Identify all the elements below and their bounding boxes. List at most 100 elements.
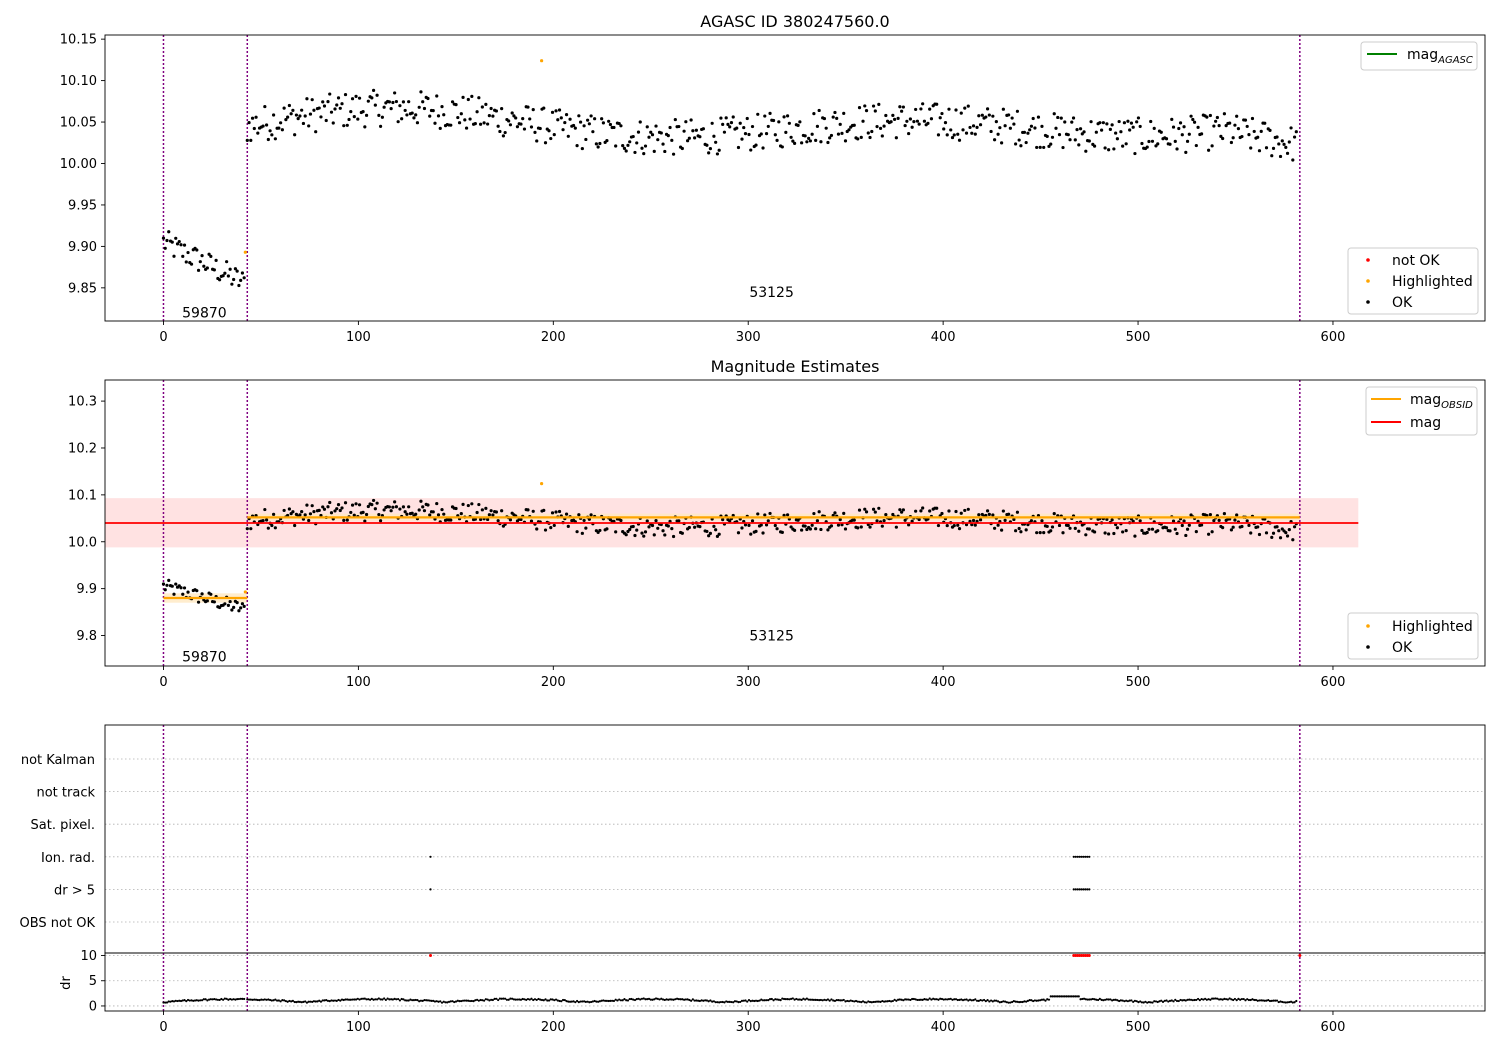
ok-point <box>507 119 511 123</box>
ok-point <box>419 90 423 94</box>
dr-point <box>349 998 352 1001</box>
ok-point <box>559 116 563 120</box>
ok-point <box>914 107 918 112</box>
dr-point <box>330 999 333 1002</box>
ok-point <box>1000 528 1004 532</box>
ok-point <box>165 583 169 587</box>
dr-point <box>600 999 603 1002</box>
ok-point <box>957 138 962 142</box>
ok-point <box>973 132 977 136</box>
dr-point <box>625 999 628 1002</box>
ok-point <box>810 132 814 136</box>
ok-point <box>698 525 702 529</box>
flag-row-label: not track <box>36 786 95 801</box>
ok-point <box>1010 116 1014 120</box>
ok-point <box>272 512 276 516</box>
dr-point <box>921 998 924 1001</box>
dr-point <box>1163 999 1166 1002</box>
ok-point <box>964 131 969 135</box>
dr-point <box>393 997 396 1000</box>
ok-point <box>1214 119 1218 123</box>
dr-point <box>249 998 252 1001</box>
ok-point <box>1236 127 1241 131</box>
ok-point <box>694 128 698 132</box>
dr-point <box>984 1000 987 1003</box>
dr-point <box>532 998 535 1002</box>
dr-point <box>1005 1001 1008 1004</box>
dr-point <box>202 998 205 1001</box>
ok-point <box>175 242 180 246</box>
dr-point <box>661 998 665 1001</box>
dr-point <box>1002 1000 1005 1003</box>
ok-point <box>747 132 751 137</box>
ok-point <box>689 118 693 122</box>
dr-point <box>174 999 177 1002</box>
ok-point <box>1035 145 1039 150</box>
ok-point <box>938 116 942 120</box>
ok-point <box>1249 531 1253 535</box>
ok-point <box>566 524 570 528</box>
dr-point <box>653 998 656 1001</box>
ok-point <box>361 110 365 114</box>
ok-point <box>526 105 530 109</box>
dr-point <box>1260 999 1263 1002</box>
ok-point <box>842 111 846 115</box>
dr-point <box>164 1001 167 1004</box>
ok-point <box>264 123 269 127</box>
ok-point <box>557 108 562 112</box>
ok-point <box>791 139 795 143</box>
dr-point <box>684 998 687 1001</box>
ok-point <box>454 506 458 511</box>
dr-point <box>516 998 519 1001</box>
ok-point <box>1217 124 1221 128</box>
dr-point <box>239 997 242 1000</box>
dr-point <box>551 998 554 1001</box>
ok-point <box>277 126 281 130</box>
dr-point <box>649 998 652 1001</box>
ok-point <box>379 519 383 523</box>
dr-point <box>1174 998 1177 1001</box>
y-tick-label: 10.2 <box>68 441 97 456</box>
ok-point <box>738 121 742 125</box>
dr-point <box>605 999 609 1002</box>
ok-point <box>417 105 421 109</box>
ok-point <box>812 112 816 116</box>
ok-point <box>796 123 800 127</box>
ok-point <box>963 508 967 513</box>
dr-point <box>974 998 977 1001</box>
panel-1-axes: 0 100 200 300 400 500 6009.859.909.9510.0010.0… <box>60 33 1486 345</box>
ok-point <box>235 601 239 605</box>
dr-point <box>832 999 835 1002</box>
ok-point <box>594 142 598 146</box>
ok-point <box>921 102 925 106</box>
dr-point <box>1056 995 1059 998</box>
ok-point <box>165 238 169 243</box>
dr-point <box>1044 999 1047 1002</box>
panel-1-line-legend: magAGASC <box>1360 41 1478 71</box>
ok-point <box>663 149 667 154</box>
ok-point <box>717 148 721 152</box>
ok-point <box>1138 124 1142 129</box>
ok-point <box>945 133 949 137</box>
dr-point <box>340 998 344 1001</box>
ok-point <box>1222 512 1226 516</box>
legend-marker-not-ok <box>1366 258 1370 262</box>
dr-point <box>742 999 745 1002</box>
dr-point <box>493 997 496 1000</box>
dr-point <box>363 997 366 1000</box>
ok-point <box>232 277 236 282</box>
dr-point <box>586 1000 589 1003</box>
ok-point <box>985 509 990 513</box>
ok-point <box>1003 518 1007 522</box>
ok-point <box>970 131 974 135</box>
dr-point <box>237 997 241 1001</box>
dr-point <box>479 998 482 1002</box>
dr-point <box>679 998 682 1001</box>
ok-point <box>377 512 381 517</box>
ok-point <box>649 130 653 134</box>
flag-point <box>1080 888 1083 891</box>
ok-point <box>1015 109 1019 113</box>
ok-point <box>266 137 270 142</box>
ok-point <box>450 100 455 104</box>
dr-point <box>1226 998 1230 1001</box>
